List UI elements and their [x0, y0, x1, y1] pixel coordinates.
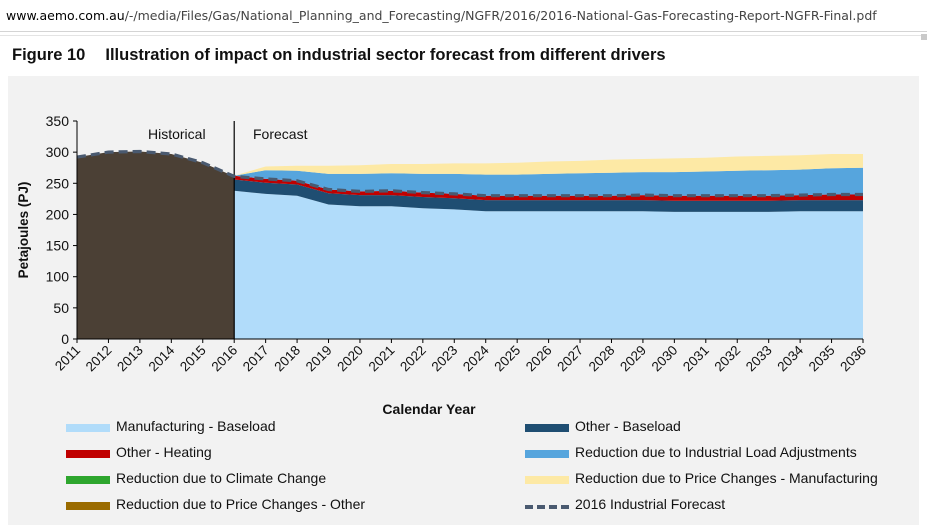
- y-tick-label: 0: [61, 331, 69, 347]
- x-tick-label: 2012: [83, 343, 115, 375]
- forecast-label: Forecast: [253, 126, 308, 142]
- x-tick-label: 2013: [114, 343, 146, 375]
- y-axis-title: Petajoules (PJ): [16, 182, 31, 279]
- x-tick-label: 2032: [712, 343, 744, 375]
- address-bar[interactable]: www.aemo.com.au/-/media/Files/Gas/Nation…: [0, 0, 927, 32]
- x-tick-label: 2019: [303, 343, 335, 375]
- x-tick-label: 2011: [52, 343, 83, 374]
- x-tick-label: 2020: [334, 343, 366, 375]
- y-tick-label: 250: [46, 175, 70, 191]
- url-host: www.aemo.com.au: [6, 8, 125, 23]
- x-tick-label: 2035: [806, 343, 838, 375]
- x-tick-label: 2016: [208, 343, 240, 375]
- x-tick-label: 2034: [774, 342, 806, 374]
- y-tick-label: 350: [46, 113, 70, 129]
- x-tick-label: 2014: [146, 342, 178, 374]
- x-tick-label: 2036: [837, 343, 869, 375]
- figure-number: Figure 10: [12, 46, 86, 64]
- area-other-heating: [234, 175, 863, 201]
- x-tick-label: 2015: [177, 343, 209, 375]
- x-tick-label: 2033: [743, 343, 775, 375]
- x-tick-label: 2017: [240, 343, 272, 375]
- forecast-line: [76, 149, 863, 198]
- y-tick-label: 50: [53, 300, 69, 316]
- y-tick-label: 200: [46, 206, 70, 222]
- x-tick-label: 2030: [649, 343, 681, 375]
- x-tick-label: 2027: [554, 343, 586, 375]
- area-industrial-load-adjustments: [234, 167, 863, 196]
- historical-label: Historical: [148, 126, 206, 142]
- y-tick-label: 100: [46, 269, 70, 285]
- area-manufacturing-baseload: [234, 190, 863, 339]
- x-axis-title: Calendar Year: [382, 401, 476, 417]
- y-tick-label: 300: [46, 144, 70, 160]
- y-tick-label: 150: [46, 238, 70, 254]
- x-tick-label: 2018: [271, 343, 303, 375]
- scrollbar-thumb[interactable]: [921, 34, 927, 40]
- url-text[interactable]: www.aemo.com.au/-/media/Files/Gas/Nation…: [6, 8, 877, 23]
- toolbar-divider: [0, 35, 927, 36]
- x-tick-label: 2031: [680, 343, 712, 375]
- x-tick-label: 2024: [460, 342, 492, 374]
- area-other-baseload: [234, 179, 863, 212]
- x-tick-label: 2021: [366, 343, 398, 375]
- x-tick-label: 2026: [523, 343, 555, 375]
- figure-caption: Illustration of impact on industrial sec…: [105, 46, 666, 64]
- url-path: /-/media/Files/Gas/National_Planning_and…: [124, 8, 877, 23]
- x-tick-label: 2025: [491, 343, 523, 375]
- figure-title: Figure 10 Illustration of impact on indus…: [12, 46, 666, 65]
- x-tick-label: 2023: [429, 343, 461, 375]
- area-price-manufacturing: [234, 154, 863, 176]
- x-tick-label: 2028: [586, 343, 618, 375]
- area-historical: [77, 151, 235, 339]
- x-tick-label: 2022: [397, 343, 429, 375]
- x-tick-label: 2029: [617, 343, 649, 375]
